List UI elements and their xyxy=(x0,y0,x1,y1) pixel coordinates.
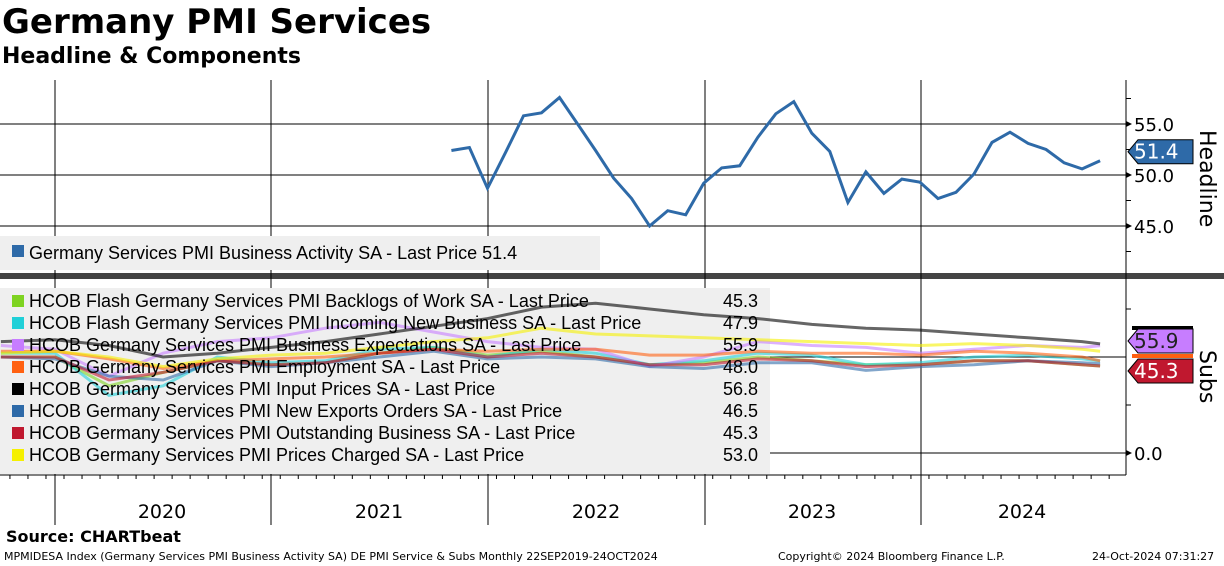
legend-swatch xyxy=(12,339,24,351)
legend-value: 45.3 xyxy=(723,291,758,311)
legend-entry: HCOB Flash Germany Services PMI Incoming… xyxy=(29,313,641,333)
chart-title: Germany PMI Services xyxy=(2,2,432,42)
legend-value: 55.9 xyxy=(723,335,758,355)
headline-tick-label: 45.0 xyxy=(1134,217,1174,238)
legend-swatch xyxy=(12,317,24,329)
source-label: Source: CHARTbeat xyxy=(6,527,181,546)
subs-series-line xyxy=(0,347,1101,371)
expectations-value-tag xyxy=(1127,328,1194,354)
legend-value: 48.0 xyxy=(723,357,758,377)
x-tick-label: 2023 xyxy=(788,501,836,523)
x-tick-label: 2022 xyxy=(572,501,620,523)
tick-arrow xyxy=(1126,172,1132,178)
x-tick-label: 2021 xyxy=(355,501,403,523)
tick-arrow xyxy=(1126,450,1132,456)
legend-entry: HCOB Germany Services PMI Employment SA … xyxy=(29,357,500,377)
legend-value: 47.9 xyxy=(723,313,758,333)
footer-timestamp: 24-Oct-2024 07:31:27 xyxy=(1092,550,1215,563)
headline-series-line xyxy=(451,95,1101,229)
legend-entry: HCOB Flash Germany Services PMI Backlogs… xyxy=(29,291,589,311)
headline-value-tag xyxy=(1127,139,1194,165)
legend-swatch xyxy=(12,361,24,373)
headline-legend-entry: Germany Services PMI Business Activity S… xyxy=(29,243,517,263)
subs-tick-label: 0.0 xyxy=(1134,444,1163,465)
legend-value: 53.0 xyxy=(723,445,758,465)
subs-series-line xyxy=(0,349,1101,382)
headline-tick-label: 55.0 xyxy=(1134,115,1174,136)
chart-subtitle: Headline & Components xyxy=(2,44,301,69)
x-tick-label: 2020 xyxy=(138,501,186,523)
legend-entry: HCOB Germany Services PMI Outstanding Bu… xyxy=(29,423,575,443)
employment-tag-edge xyxy=(1132,354,1193,358)
panel-divider xyxy=(0,273,1224,279)
headline-value-tag-text: 51.4 xyxy=(1134,140,1179,164)
x-tick-label: 2024 xyxy=(998,501,1046,523)
legend-swatch xyxy=(12,245,24,257)
headline-axis-title: Headline xyxy=(1194,130,1219,227)
tick-arrow xyxy=(1126,121,1132,127)
headline-tick-label: 50.0 xyxy=(1134,166,1174,187)
legend-value: 56.8 xyxy=(723,379,758,399)
legend-entry: HCOB Germany Services PMI New Exports Or… xyxy=(29,401,562,421)
subs-series-line xyxy=(0,326,1101,369)
legend-swatch xyxy=(12,405,24,417)
legend-swatch xyxy=(12,295,24,307)
outstanding-value-tag-text: 45.3 xyxy=(1134,359,1179,383)
legend-entry: HCOB Germany Services PMI Input Prices S… xyxy=(29,379,495,399)
legend-swatch xyxy=(12,427,24,439)
footer-copyright: Copyright© 2024 Bloomberg Finance L.P. xyxy=(778,550,1005,563)
legend-swatch xyxy=(12,383,24,395)
legend-value: 45.3 xyxy=(723,423,758,443)
expectations-value-tag-text: 55.9 xyxy=(1134,329,1179,353)
footer-index-info: MPMIDESA Index (Germany Services PMI Bus… xyxy=(4,550,658,563)
legend-entry: HCOB Germany Services PMI Prices Charged… xyxy=(29,445,524,465)
subs-series-line xyxy=(0,347,1101,382)
legend-swatch xyxy=(12,449,24,461)
legend-entry: HCOB Germany Services PMI Business Expec… xyxy=(29,335,581,355)
input-prices-tag-edge xyxy=(1132,326,1193,330)
subs-series-line xyxy=(0,301,1101,359)
headline-legend xyxy=(0,236,600,270)
outstanding-value-tag xyxy=(1127,358,1194,384)
legend-value: 46.5 xyxy=(723,401,758,421)
subs-axis-title: Subs xyxy=(1194,350,1219,403)
tick-arrow xyxy=(1126,223,1132,229)
